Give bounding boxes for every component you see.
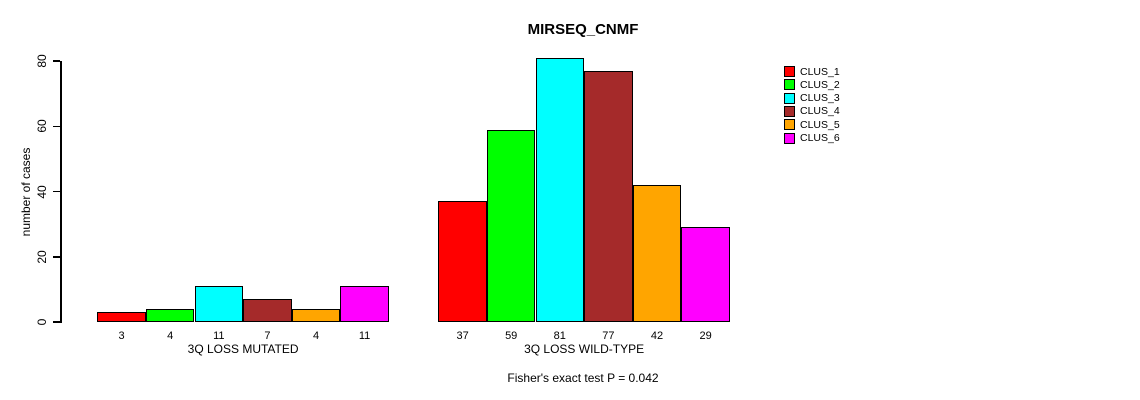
fisher-test-annotation: Fisher's exact test P = 0.042 bbox=[507, 371, 659, 385]
legend-label: CLUS_3 bbox=[800, 92, 840, 105]
bar bbox=[681, 227, 730, 322]
bar-value-label: 37 bbox=[456, 330, 469, 342]
legend-swatch bbox=[784, 119, 795, 131]
bar bbox=[243, 299, 292, 322]
y-axis-tick bbox=[53, 256, 60, 258]
bar bbox=[486, 129, 536, 322]
bar-value-label: 59 bbox=[505, 330, 518, 342]
y-axis-tick-label: 40 bbox=[35, 184, 49, 199]
bar bbox=[145, 308, 195, 322]
bar-value-label: 7 bbox=[264, 330, 271, 342]
bar bbox=[438, 201, 487, 322]
y-axis-line bbox=[60, 60, 62, 323]
legend-item: CLUS_2 bbox=[784, 78, 864, 91]
legend-swatch bbox=[784, 105, 795, 117]
legend-label: CLUS_6 bbox=[800, 132, 840, 144]
legend-label: CLUS_1 bbox=[800, 65, 840, 78]
y-axis-tick-label: 20 bbox=[35, 250, 49, 264]
bar-value-label: 4 bbox=[167, 330, 174, 342]
bar bbox=[291, 308, 341, 322]
bar bbox=[340, 286, 389, 322]
legend-label: CLUS_4 bbox=[800, 105, 840, 118]
legend-item: CLUS_4 bbox=[784, 105, 864, 118]
y-axis-tick bbox=[53, 321, 60, 323]
bar-value-label: 3 bbox=[118, 330, 125, 342]
bar-value-label: 42 bbox=[650, 330, 664, 342]
y-axis-tick-label: 0 bbox=[35, 318, 49, 326]
bar-value-label: 11 bbox=[213, 330, 225, 342]
legend-label: CLUS_2 bbox=[800, 78, 840, 91]
legend-item: CLUS_3 bbox=[784, 92, 864, 105]
legend-swatch bbox=[784, 132, 795, 144]
y-axis-tick bbox=[53, 125, 60, 127]
bar bbox=[535, 57, 585, 322]
x-group-label: 3Q LOSS MUTATED bbox=[187, 342, 299, 356]
legend-item: CLUS_1 bbox=[784, 65, 864, 78]
bar bbox=[584, 70, 633, 322]
bar-value-label: 77 bbox=[602, 330, 615, 342]
y-axis-label: number of cases bbox=[19, 147, 33, 237]
legend-swatch bbox=[784, 66, 795, 77]
chart-title: MIRSEQ_CNMF bbox=[527, 21, 639, 38]
bar bbox=[97, 312, 146, 322]
legend-item: CLUS_6 bbox=[784, 132, 864, 145]
bar-value-label: 4 bbox=[312, 330, 320, 342]
legend-swatch bbox=[784, 92, 795, 104]
y-axis-tick-label: 80 bbox=[35, 54, 49, 68]
x-group-label: 3Q LOSS WILD-TYPE bbox=[524, 342, 645, 356]
y-axis-tick bbox=[53, 190, 60, 193]
y-axis-tick-label: 60 bbox=[35, 119, 49, 133]
bar-value-label: 81 bbox=[553, 330, 566, 342]
bar-value-label: 29 bbox=[699, 330, 712, 342]
bar-value-label: 11 bbox=[358, 330, 371, 342]
legend-label: CLUS_5 bbox=[800, 118, 840, 131]
legend-swatch bbox=[784, 79, 795, 91]
bar bbox=[632, 184, 682, 322]
y-axis-tick bbox=[53, 60, 60, 62]
legend-item: CLUS_5 bbox=[784, 118, 864, 131]
bar bbox=[194, 286, 244, 322]
